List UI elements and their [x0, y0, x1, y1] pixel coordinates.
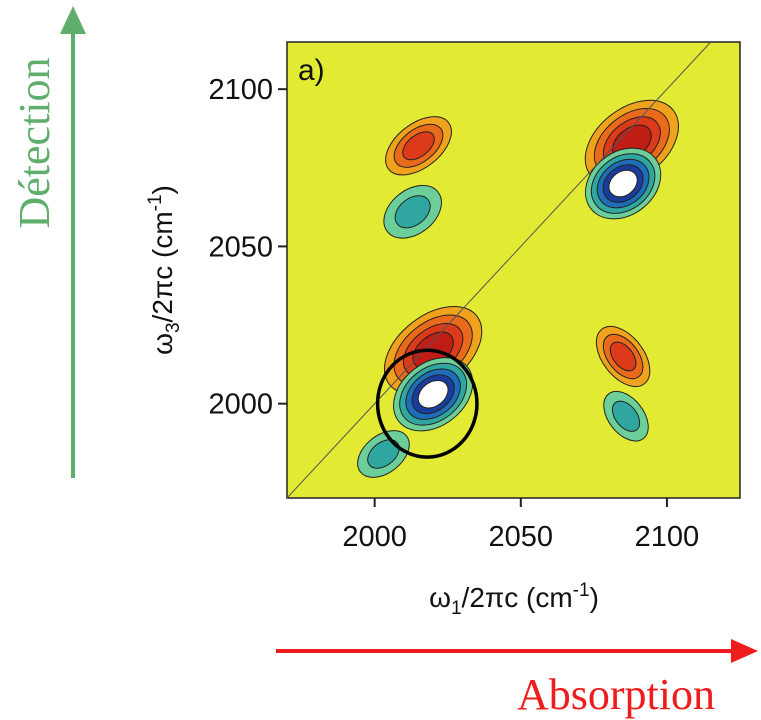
contour-plot: a) — [286, 41, 741, 499]
x-axis: 2000 2050 2100 — [342, 498, 699, 553]
panel-label: a) — [298, 54, 325, 87]
negative-peak-8-level-1 — [611, 400, 641, 432]
contour-layer — [357, 99, 679, 478]
detection-label: Détection — [10, 57, 59, 228]
negative-peak-1-level-1 — [394, 195, 431, 229]
y-axis-label: ω3/2πc (cm-1) — [145, 185, 184, 355]
positive-peak-7-level-2 — [609, 341, 637, 372]
diagonal-line — [286, 41, 712, 499]
positive-peak-0-level-2 — [402, 131, 435, 161]
highlight-circle — [375, 348, 479, 459]
absorption-arrow-head — [731, 639, 758, 663]
detection-arrow-head — [60, 6, 86, 34]
y-axis: 2000 2050 2100 — [208, 74, 287, 421]
negative-peak-6-level-1 — [367, 439, 400, 469]
x-tick-label-1: 2050 — [489, 521, 554, 553]
y-tick-label-1: 2050 — [208, 231, 273, 263]
negative-peak-3-level-4 — [608, 169, 638, 198]
x-tick-label-0: 2000 — [342, 521, 407, 553]
y-tick-label-0: 2000 — [208, 389, 273, 421]
x-axis-label: ω1/2πc (cm-1) — [429, 580, 599, 619]
x-tick-label-2: 2100 — [635, 521, 700, 553]
absorption-label: Absorption — [517, 670, 715, 719]
negative-peak-5-level-4 — [417, 379, 449, 409]
y-tick-label-2: 2100 — [208, 74, 273, 106]
